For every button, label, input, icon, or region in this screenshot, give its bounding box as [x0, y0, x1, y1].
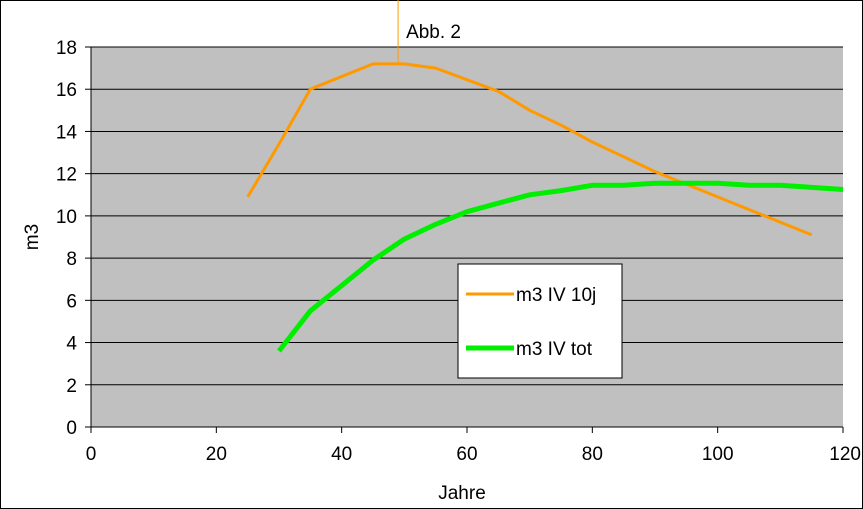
x-tick-label: 20: [206, 444, 227, 465]
x-tick-label: 40: [331, 444, 352, 465]
x-tick-label: 60: [456, 444, 477, 465]
annotation-label: Abb. 2: [406, 22, 461, 43]
y-tick-label: 2: [66, 376, 77, 397]
x-tick-label: 120: [829, 444, 861, 465]
x-axis-title: Jahre: [438, 483, 486, 504]
y-axis-title: m3: [22, 224, 43, 250]
legend-label: m3 IV tot: [516, 339, 593, 360]
x-tick-label: 80: [582, 444, 603, 465]
series-line-m3-iv-10j: [246, 62, 813, 237]
series-line-m3-iv-tot: [277, 180, 844, 353]
y-tick-label: 6: [66, 291, 77, 312]
y-tick-label: 12: [56, 165, 77, 186]
legend-label: m3 IV 10j: [516, 285, 596, 306]
y-tick-label: 14: [56, 122, 78, 143]
legend-box: [457, 263, 623, 379]
axes: 0 2 4 6 8 10 12 14 16 18 0 20 40 60 80 100 120: [56, 38, 861, 465]
y-tick-label: 4: [66, 334, 77, 355]
y-tick-label: 0: [66, 418, 77, 439]
x-tick-label: 100: [702, 444, 734, 465]
y-tick-label: 18: [56, 38, 77, 59]
y-tick-label: 8: [66, 249, 77, 270]
series-layer: [246, 62, 844, 353]
legend: m3 IV 10j m3 IV tot: [457, 263, 623, 379]
y-tick-label: 10: [56, 207, 77, 228]
annotation: Abb. 2: [397, 0, 461, 65]
x-tick-label: 0: [86, 444, 97, 465]
y-tick-label: 16: [56, 80, 77, 101]
